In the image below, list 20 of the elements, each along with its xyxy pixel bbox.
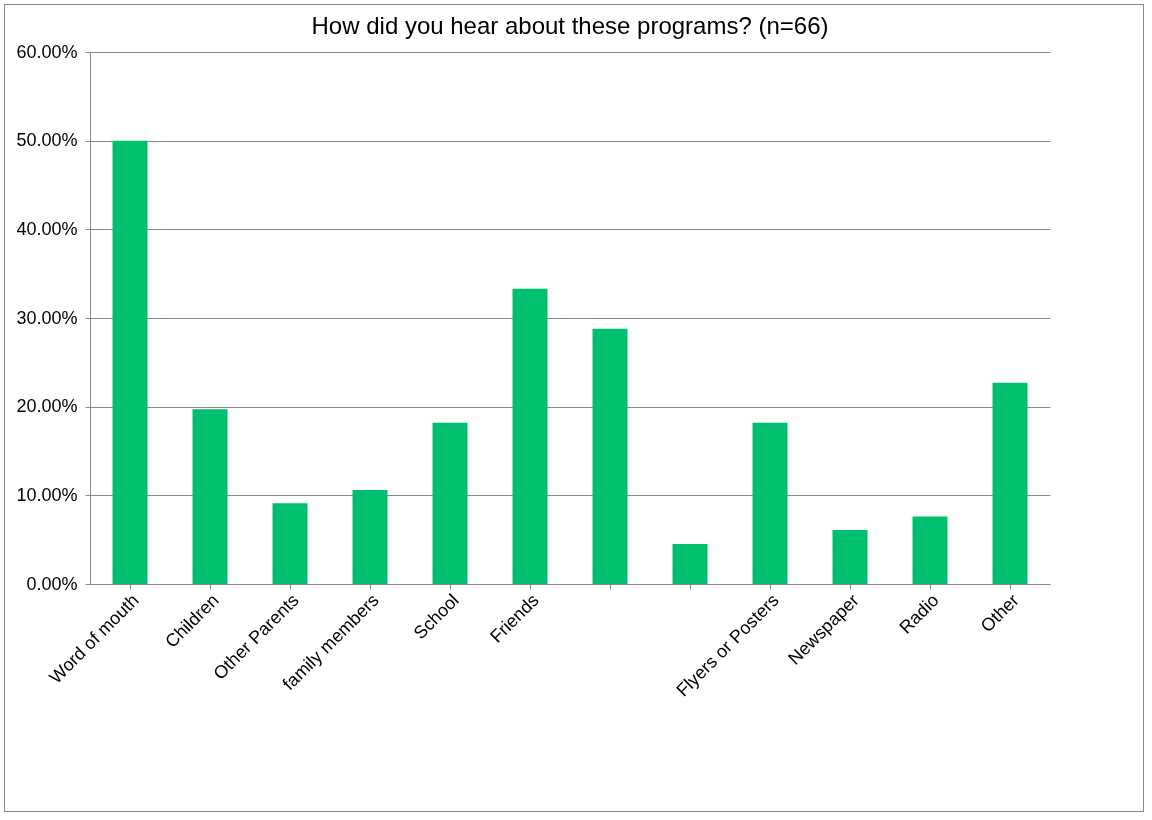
y-tick-label: 10.00% <box>16 484 78 505</box>
y-tick-label: 20.00% <box>16 396 78 417</box>
bar <box>352 490 388 584</box>
bar <box>192 409 228 584</box>
y-tick-label: 0.00% <box>26 573 78 594</box>
bar <box>912 516 948 584</box>
bar <box>512 288 548 584</box>
y-tick-label: 30.00% <box>16 307 78 328</box>
bar <box>272 503 308 584</box>
bar <box>432 422 468 584</box>
y-tick-label: 40.00% <box>16 218 78 239</box>
bar <box>592 328 628 584</box>
bar <box>832 529 868 584</box>
y-tick-label: 60.00% <box>16 41 78 62</box>
bar <box>672 544 708 584</box>
bar <box>992 382 1028 584</box>
bar <box>752 422 788 584</box>
chart-title: How did you hear about these programs? (n=66) <box>311 12 829 39</box>
y-tick-label: 50.00% <box>16 130 78 151</box>
bar <box>112 140 148 584</box>
